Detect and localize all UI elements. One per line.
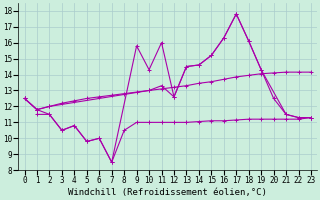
X-axis label: Windchill (Refroidissement éolien,°C): Windchill (Refroidissement éolien,°C) (68, 188, 267, 197)
